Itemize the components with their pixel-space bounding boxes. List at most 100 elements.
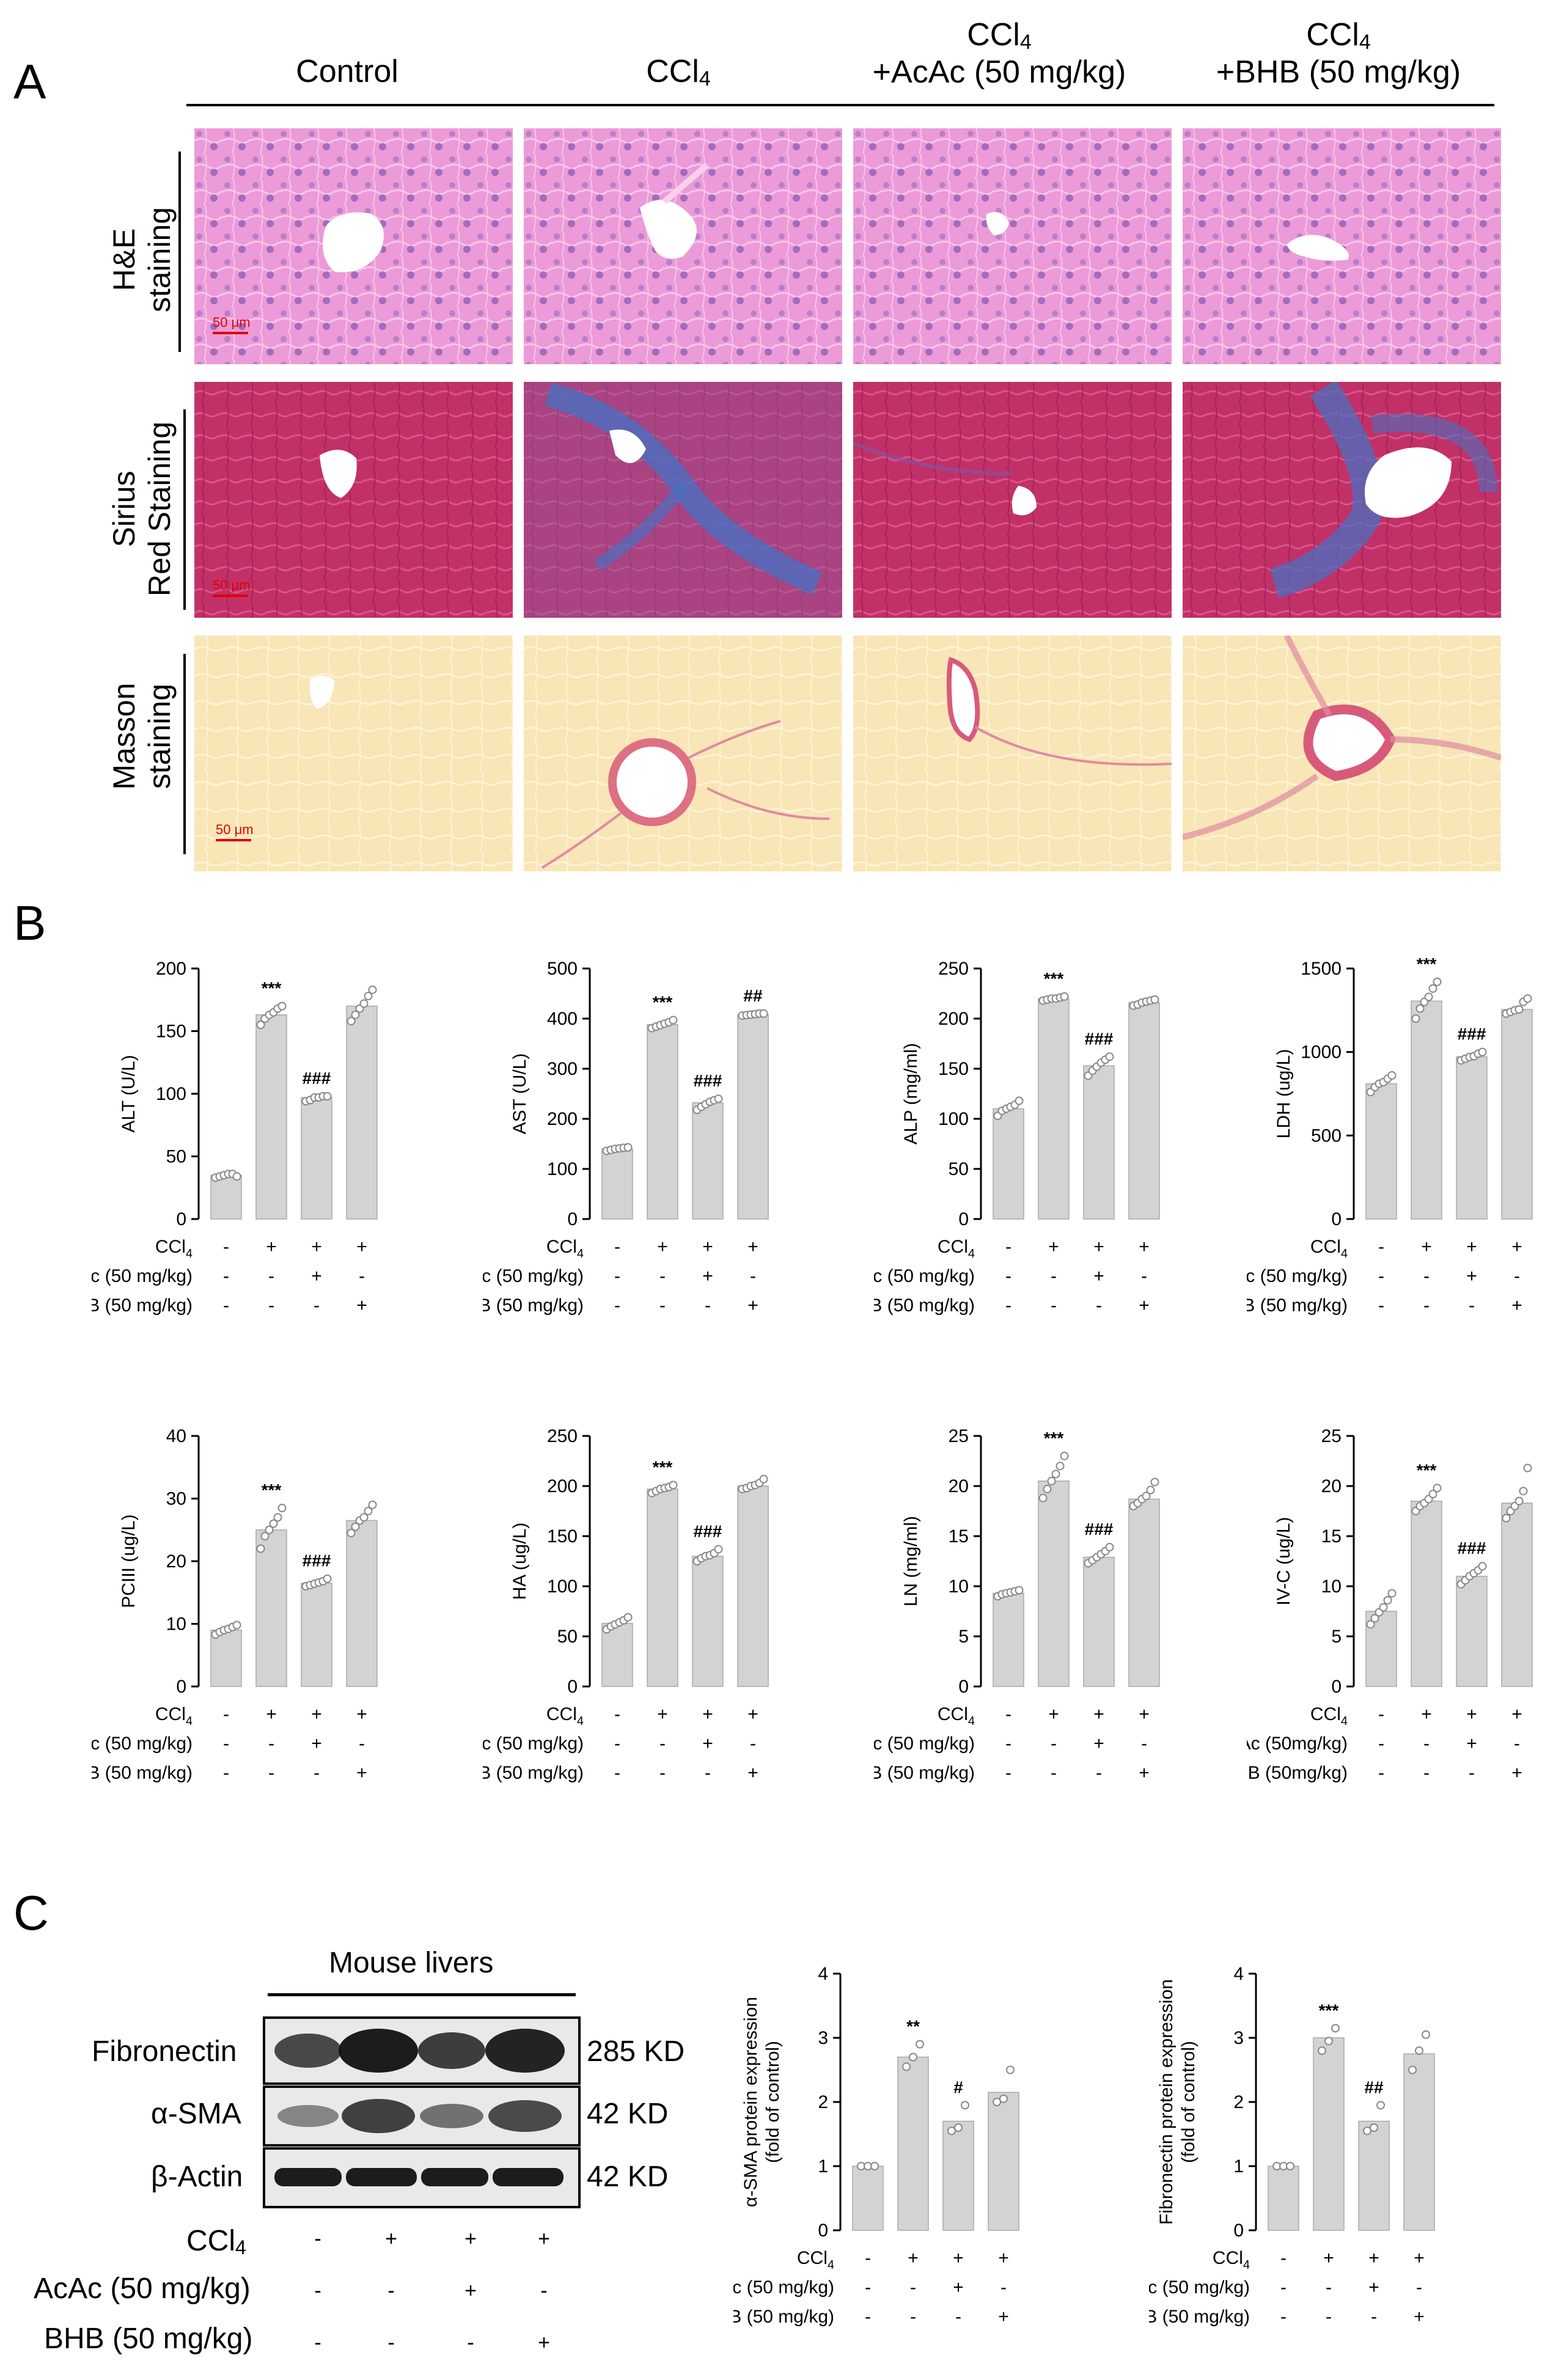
y-tick-label: 150 (938, 1059, 969, 1079)
data-point (277, 1503, 287, 1512)
treatment-sign: + (1093, 1237, 1104, 1257)
y-tick-label: 40 (166, 1426, 186, 1446)
treatment-sign: - (314, 2279, 321, 2302)
treatment-sign: - (910, 2277, 916, 2298)
treatment-sign: - (1423, 1266, 1430, 1286)
treatment-sign: - (359, 1266, 365, 1286)
treatment-sign: - (1423, 1734, 1430, 1754)
treatment-sign: + (1048, 1704, 1059, 1724)
y-axis-label: Fibronectin protein expression (fold of c… (1156, 1979, 1199, 2225)
treatment-label: BHB (50 mg/kg) (874, 1763, 975, 1783)
micrograph-he-bhb (1183, 128, 1501, 364)
y-tick-label: 50 (949, 1159, 969, 1179)
y-tick-label: 0 (176, 1209, 186, 1229)
bar (346, 1520, 378, 1687)
significance-label: ### (694, 1521, 722, 1540)
treatment-label: CCl4 (1310, 1704, 1348, 1728)
y-tick-label: 25 (949, 1426, 969, 1446)
y-tick-label: 1 (1233, 2156, 1244, 2177)
y-tick-label: 0 (567, 1677, 578, 1697)
data-point (1523, 1463, 1532, 1473)
treatment-sign: - (705, 1763, 711, 1783)
data-point (1056, 1462, 1065, 1471)
bar (255, 1529, 287, 1687)
data-point (714, 1545, 723, 1554)
significance-label: *** (1044, 1429, 1064, 1448)
band-label-fibronectin: Fibronectin (92, 2035, 237, 2068)
significance-label: *** (262, 979, 282, 998)
scale-bar-he: 50 μm (213, 315, 251, 334)
bar (1268, 2166, 1299, 2231)
treatment-sign: - (1469, 1295, 1475, 1316)
data-point (1376, 2101, 1385, 2110)
y-tick-label: 10 (1321, 1576, 1342, 1597)
data-point (1015, 1586, 1024, 1595)
treatment-label: BHB (50 mg/kg) (874, 1295, 975, 1316)
bar (942, 2120, 974, 2231)
treatment-sign: - (1378, 1704, 1384, 1724)
treatment-sign: - (659, 1734, 666, 1754)
data-point (1422, 2030, 1430, 2039)
data-point (364, 992, 373, 1001)
treatment-sign: - (614, 1237, 620, 1257)
y-tick-label: 50 (557, 1627, 578, 1647)
treatment-sign: - (705, 1295, 711, 1316)
data-point (909, 2052, 917, 2062)
band-size-fibronectin: 285 KD (587, 2035, 685, 2068)
data-point (759, 1474, 768, 1484)
y-tick-label: 200 (547, 1476, 578, 1496)
treatment-sign: - (614, 1734, 620, 1754)
y-tick-label: 20 (1321, 1476, 1342, 1496)
significance-label: ### (303, 1551, 331, 1570)
data-point (1408, 2065, 1417, 2074)
data-point (277, 1001, 287, 1011)
bar (1365, 1083, 1397, 1220)
y-tick-label: 15 (1321, 1526, 1342, 1547)
data-point (347, 1017, 356, 1026)
data-point (1015, 1096, 1024, 1105)
treatment-sign: - (659, 1763, 666, 1783)
significance-label: *** (1417, 954, 1437, 973)
panel-letter-a: A (13, 54, 46, 109)
blot-treatment-acac: AcAc (50 mg/kg) (34, 2272, 251, 2305)
bar (993, 1108, 1024, 1220)
bar (1501, 1503, 1533, 1687)
bar (1501, 1009, 1533, 1220)
data-point (1043, 1484, 1052, 1493)
scale-bar-sirius: 50 μm (213, 577, 251, 597)
data-point (256, 1020, 265, 1030)
treatment-label: AcAc (50 mg/kg) (92, 1734, 193, 1754)
treatment-label: AcAc (50 mg/kg) (874, 1266, 975, 1286)
treatment-sign: - (314, 2331, 321, 2354)
data-point (1383, 1595, 1392, 1605)
chart-ln: 0 5 10 15 20 25 LN (mg/ml) *** ### CCl4 - + + + AcAc (… (874, 1426, 1160, 1783)
treatment-sign: + (1048, 1237, 1059, 1257)
data-point (1047, 1476, 1056, 1485)
data-point (347, 1528, 356, 1537)
treatment-sign: + (1323, 2248, 1334, 2268)
treatment-label: AcAc (50 mg/kg) (1247, 1266, 1348, 1286)
data-point (1415, 1004, 1425, 1013)
treatment-sign: + (356, 1237, 367, 1257)
treatment-sign: + (1511, 1295, 1522, 1316)
y-tick-label: 300 (547, 1059, 578, 1079)
treatment-sign: + (1421, 1237, 1432, 1257)
data-point (273, 1513, 282, 1522)
y-tick-label: 0 (1331, 1677, 1342, 1697)
y-tick-label: 10 (166, 1614, 186, 1635)
treatment-sign: + (1139, 1763, 1150, 1783)
y-tick-label: 500 (547, 959, 578, 979)
treatment-sign: + (1139, 1704, 1150, 1724)
y-axis-label: ALP (mg/ml) (901, 1043, 921, 1144)
y-tick-label: 250 (938, 959, 969, 979)
data-point (1370, 2123, 1378, 2132)
micrograph-sirius-acac (853, 382, 1172, 618)
treatment-label: BHB (50 mg/kg) (483, 1295, 584, 1316)
data-point (1286, 2162, 1294, 2170)
data-point (1366, 1620, 1375, 1629)
data-point (954, 2123, 963, 2132)
chart-ivc: 0 5 10 15 20 25 IV-C (ug/L) *** ### CCl4 - + + + AcAc … (1247, 1426, 1533, 1783)
data-point (269, 1519, 278, 1528)
treatment-sign: - (910, 2307, 916, 2327)
data-point (999, 2094, 1008, 2103)
